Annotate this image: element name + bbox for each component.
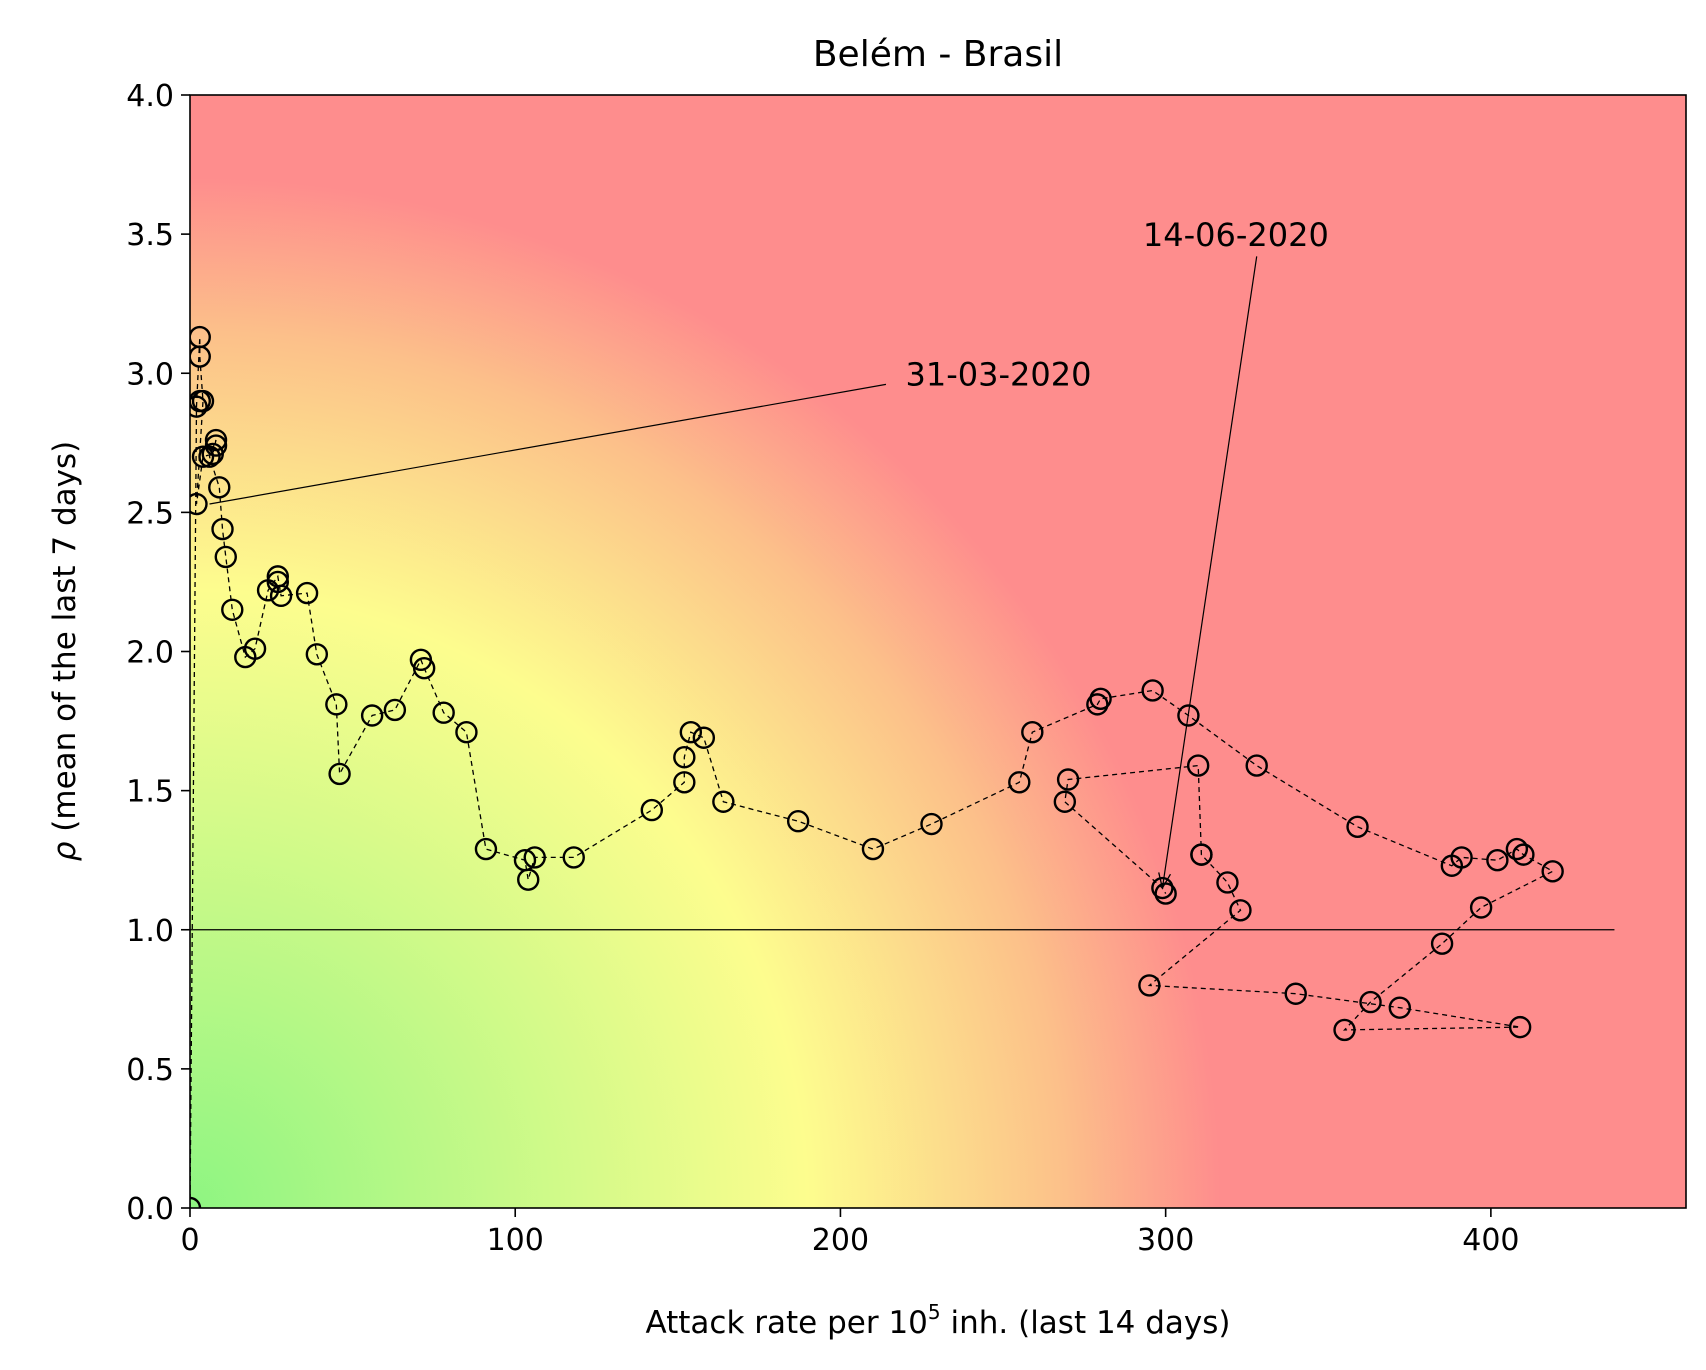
y-tick-label: 2.5 <box>126 496 174 531</box>
data-point <box>786 810 810 833</box>
y-tick-label: 1.5 <box>126 775 174 810</box>
data-point <box>214 545 237 569</box>
data-point <box>1450 846 1473 869</box>
data-point <box>861 837 885 861</box>
data-point <box>1512 843 1535 866</box>
y-tick-label: 1.0 <box>126 914 174 949</box>
data-point <box>1346 815 1369 838</box>
data-point <box>1056 768 1080 791</box>
x-tick-label: 200 <box>812 1223 869 1258</box>
x-tick-label: 0 <box>180 1223 199 1258</box>
annotation-label: 14-06-2020 <box>1143 216 1329 254</box>
y-tick-label: 4.0 <box>126 79 174 114</box>
annotation-label: 31-03-2020 <box>905 355 1091 393</box>
data-point <box>523 846 546 869</box>
annotation-arrowhead <box>1158 872 1172 890</box>
data-point <box>1505 837 1529 861</box>
trajectory-line <box>190 337 1555 1208</box>
data-point <box>412 656 436 680</box>
data-point <box>1190 843 1213 866</box>
data-point <box>191 389 215 413</box>
data-point <box>640 798 664 822</box>
data-point <box>1333 1018 1356 1042</box>
data-point <box>305 643 329 666</box>
data-point <box>190 492 208 516</box>
data-point <box>679 720 703 744</box>
y-tick-label: 3.0 <box>126 357 174 392</box>
y-axis-label: ρ (mean of the last 7 days) <box>47 441 83 861</box>
data-point <box>474 837 498 861</box>
x-axis-label-post: inh. (last 14 days) <box>941 1305 1231 1341</box>
data-point <box>208 476 231 499</box>
data-point <box>1508 1015 1532 1039</box>
data-point <box>1284 982 1307 1005</box>
x-tick-label: 300 <box>1137 1223 1194 1258</box>
data-point <box>1229 899 1252 922</box>
data-point <box>204 434 228 457</box>
data-point <box>328 762 351 786</box>
data-point <box>1486 848 1509 872</box>
data-point <box>673 771 696 794</box>
y-tick-label: 3.5 <box>126 218 174 253</box>
x-tick-label: 400 <box>1462 1223 1519 1258</box>
data-point <box>1245 754 1268 777</box>
data-point <box>1151 876 1174 900</box>
data-point <box>712 790 735 813</box>
data-point <box>1359 990 1382 1014</box>
y-tick-label: 2.0 <box>126 636 174 671</box>
data-point <box>562 846 585 869</box>
y-tick-label: 0.0 <box>126 1192 174 1227</box>
data-point <box>295 581 319 605</box>
data-point <box>1388 996 1412 1019</box>
data-point <box>383 698 407 722</box>
data-point <box>1053 790 1077 813</box>
data-point <box>243 637 267 660</box>
y-axis-label-symbol: ρ <box>47 841 83 861</box>
data-point <box>1430 932 1454 955</box>
data-point <box>191 445 215 468</box>
data-point <box>1541 860 1564 883</box>
data-point <box>190 395 208 418</box>
data-point <box>517 868 540 891</box>
annotations: 31-03-2020 14-06-2020 <box>209 216 1329 890</box>
data-point <box>1177 704 1200 727</box>
data-point <box>1089 687 1112 711</box>
x-axis: 0 100 200 300 400 <box>180 1208 1520 1258</box>
data-points <box>190 325 1564 1208</box>
data-point <box>1021 720 1044 744</box>
data-point <box>1138 974 1161 997</box>
data-point <box>673 746 696 769</box>
data-point <box>269 584 293 608</box>
data-point <box>204 428 228 452</box>
data-point <box>266 570 290 594</box>
data-point <box>692 726 716 749</box>
y-axis: 0.0 0.5 1.0 1.5 2.0 2.5 3.0 3.5 4.0 <box>126 79 190 1227</box>
data-point <box>190 345 211 368</box>
x-axis-label-pre: Attack rate per 10 <box>645 1305 927 1341</box>
data-point <box>1008 771 1031 794</box>
data-point <box>920 812 943 836</box>
x-axis-label-sup: 5 <box>928 1300 941 1324</box>
annotation-line <box>209 383 887 505</box>
data-point <box>1469 896 1493 919</box>
data-point <box>211 517 234 541</box>
data-point <box>1141 679 1164 702</box>
data-point <box>455 720 478 744</box>
data-point <box>325 693 348 716</box>
chart-title: Belém - Brasil <box>813 34 1063 75</box>
data-point <box>221 598 244 621</box>
data-point <box>360 704 384 727</box>
data-point <box>1186 754 1210 777</box>
annotation-line <box>1161 256 1258 889</box>
data-point <box>1216 871 1239 894</box>
x-axis-label: Attack rate per 105 inh. (last 14 days) <box>645 1300 1230 1341</box>
y-axis-label-text: (mean of the last 7 days) <box>47 441 83 842</box>
x-tick-label: 100 <box>487 1223 544 1258</box>
plot-background <box>190 95 1686 1208</box>
y-tick-label: 0.5 <box>126 1053 174 1088</box>
data-point <box>432 701 455 724</box>
data-point <box>1086 693 1109 716</box>
